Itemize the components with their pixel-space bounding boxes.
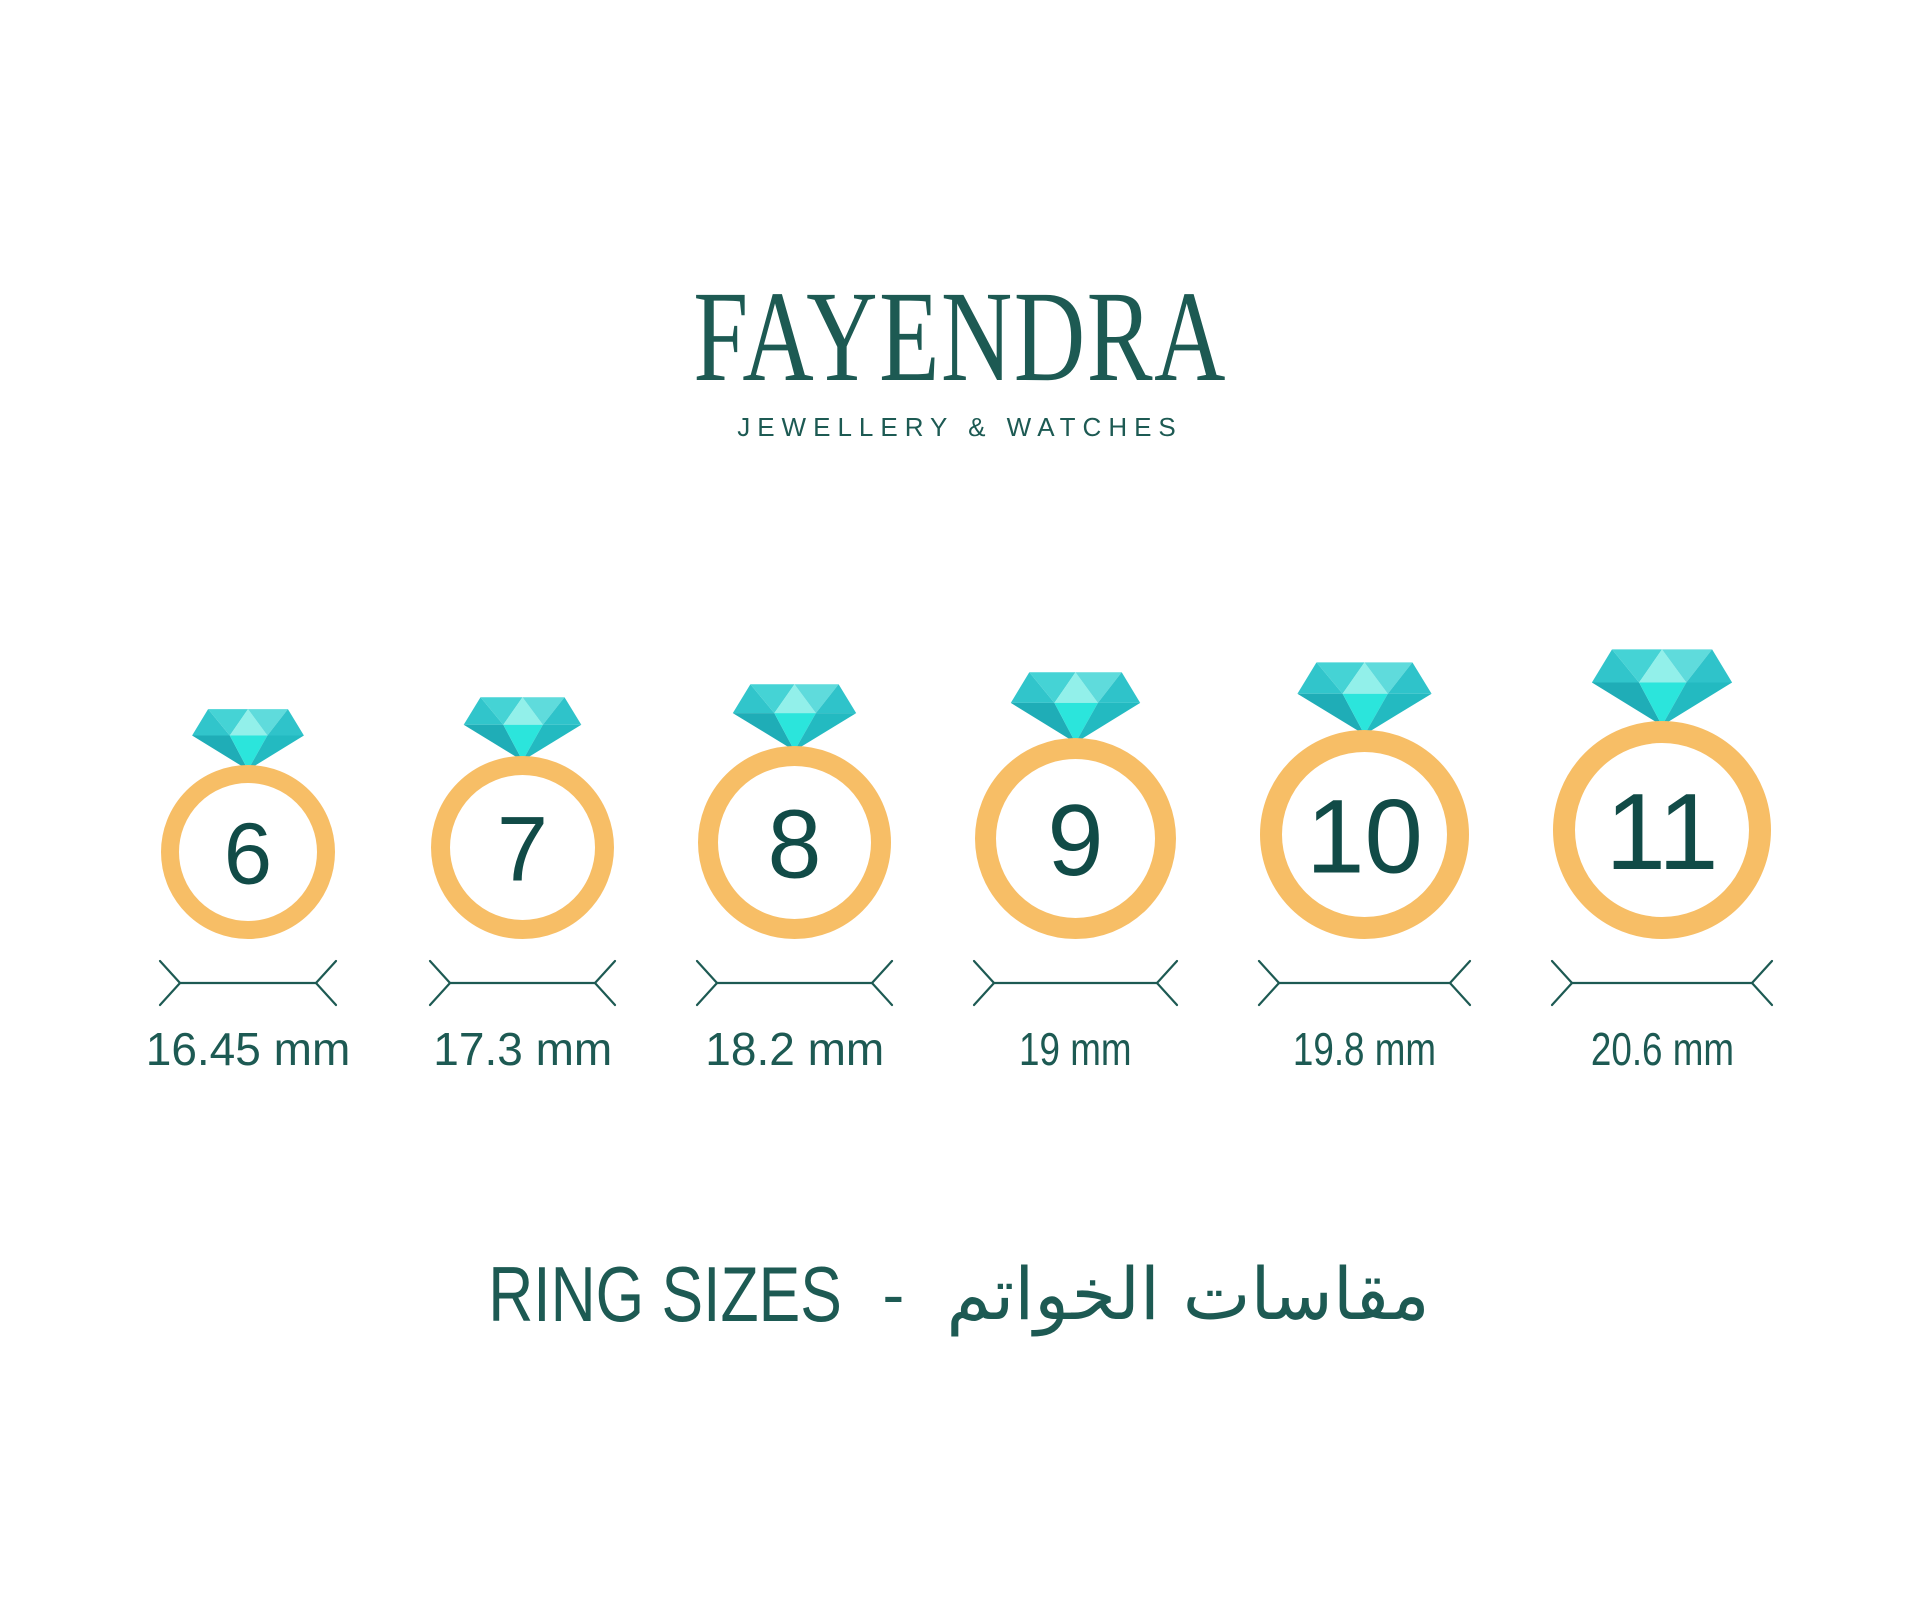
ring-diagram: 6 bbox=[161, 709, 335, 939]
ring-size-number: 10 bbox=[1306, 778, 1423, 895]
diamond-facet bbox=[1388, 662, 1432, 694]
diamond-facet bbox=[192, 735, 248, 770]
ring-band bbox=[431, 756, 615, 939]
footer-title-arabic: مقاسات الخواتم bbox=[946, 1252, 1430, 1336]
footer-title-dash: - bbox=[882, 1257, 905, 1331]
brand-name: FAYENDRA bbox=[693, 265, 1227, 409]
diamond-facet bbox=[248, 709, 288, 736]
diameter-arrow bbox=[696, 959, 894, 1007]
diamond-facet bbox=[503, 697, 544, 725]
diameter-label: 17.3 mm bbox=[433, 1023, 613, 1075]
ring-size-number: 8 bbox=[768, 789, 822, 898]
diamond-facet bbox=[248, 735, 304, 770]
diamond-facet bbox=[463, 697, 504, 725]
diamond-facet bbox=[1098, 672, 1141, 703]
ring-group-7: 7 17.3 mm bbox=[428, 696, 617, 1075]
ring-band bbox=[975, 738, 1177, 939]
ring-size-number: 6 bbox=[224, 805, 272, 902]
diameter-arrow bbox=[158, 959, 338, 1007]
footer-title: RING SIZES - مقاسات الخواتم bbox=[0, 1238, 1920, 1350]
ring-diagram: 9 bbox=[975, 672, 1177, 939]
diamond-icon bbox=[1011, 672, 1141, 743]
diamond-facet bbox=[463, 724, 523, 761]
diameter-arrow bbox=[973, 959, 1179, 1007]
diamond-facet bbox=[750, 684, 795, 714]
diamond-facet bbox=[543, 697, 582, 725]
diamond-facet bbox=[1316, 662, 1365, 694]
diamond-facet bbox=[1612, 649, 1663, 683]
ring-size-number: 9 bbox=[1048, 785, 1104, 897]
diamond-facet bbox=[1639, 682, 1687, 726]
rings-row: 6 16.45 mm 7 17.3 mm 8 18.2 mm 9 19 mm 10 19.8 mm… bbox=[145, 648, 1774, 1075]
diamond-icon bbox=[1297, 662, 1432, 735]
ring-diagram: 8 bbox=[698, 684, 892, 939]
diamond-facet bbox=[1297, 662, 1343, 694]
diamond-facet bbox=[1592, 649, 1640, 683]
diamond-facet bbox=[1029, 672, 1076, 703]
diamond-facet bbox=[1011, 702, 1076, 743]
ring-group-8: 8 18.2 mm bbox=[695, 683, 894, 1075]
diamond-facet bbox=[1364, 662, 1413, 694]
diamond-icon bbox=[733, 684, 857, 751]
ring-group-9: 9 19 mm bbox=[972, 671, 1179, 1075]
ring-size-number: 11 bbox=[1606, 771, 1719, 893]
ring-size-number: 7 bbox=[497, 799, 548, 901]
diameter-label: 18.2 mm bbox=[705, 1023, 885, 1075]
diamond-facet bbox=[774, 713, 817, 751]
diamond-facet bbox=[480, 697, 523, 725]
diamond-facet bbox=[1054, 672, 1099, 703]
diamond-facet bbox=[1639, 649, 1687, 683]
diameter-label: 16.45 mm bbox=[145, 1023, 351, 1075]
diameter-arrow bbox=[1551, 959, 1774, 1007]
diamond-facet bbox=[1075, 702, 1141, 743]
diamond-facet bbox=[522, 697, 565, 725]
diameter-label: 19.8 mm bbox=[1293, 1023, 1437, 1075]
diamond-facet bbox=[208, 709, 248, 736]
ring-diagram: 11 bbox=[1553, 649, 1772, 939]
diamond-facet bbox=[192, 709, 230, 736]
diamond-facet bbox=[1075, 672, 1122, 703]
ring-diagram: 10 bbox=[1260, 662, 1470, 939]
ring-band bbox=[1260, 730, 1470, 939]
ring-group-11: 11 20.6 mm bbox=[1550, 648, 1774, 1075]
diameter-arrow bbox=[429, 959, 617, 1007]
diamond-facet bbox=[1686, 649, 1733, 683]
diamond-facet bbox=[267, 709, 304, 736]
diamond-icon bbox=[1592, 649, 1733, 726]
diamond-facet bbox=[229, 735, 268, 770]
ring-diagram: 7 bbox=[431, 697, 615, 939]
diamond-facet bbox=[774, 684, 817, 714]
brand-tagline: JEWELLERY & WATCHES bbox=[737, 412, 1183, 442]
diamond-facet bbox=[1011, 672, 1055, 703]
diamond-facet bbox=[794, 684, 839, 714]
diamond-facet bbox=[1662, 649, 1713, 683]
ring-band bbox=[161, 765, 335, 939]
diameter-arrow bbox=[1258, 959, 1472, 1007]
brand-logo: FAYENDRA JEWELLERY & WATCHES bbox=[0, 272, 1920, 443]
ring-group-10: 10 19.8 mm bbox=[1257, 661, 1472, 1075]
diamond-facet bbox=[733, 684, 775, 714]
diamond-icon bbox=[463, 697, 582, 761]
diameter-label: 20.6 mm bbox=[1590, 1023, 1734, 1075]
diamond-facet bbox=[1342, 693, 1389, 735]
diamond-facet bbox=[816, 684, 857, 714]
diamond-facet bbox=[503, 724, 544, 761]
diamond-facet bbox=[229, 709, 268, 736]
diamond-facet bbox=[1054, 702, 1099, 743]
diamond-icon bbox=[192, 709, 304, 770]
ring-band bbox=[698, 746, 892, 939]
ring-band bbox=[1553, 721, 1772, 939]
diamond-facet bbox=[1342, 662, 1389, 694]
diameter-label: 19 mm bbox=[1019, 1023, 1133, 1075]
footer-title-english: RING SIZES bbox=[488, 1249, 843, 1338]
ring-group-6: 6 16.45 mm bbox=[145, 708, 351, 1075]
